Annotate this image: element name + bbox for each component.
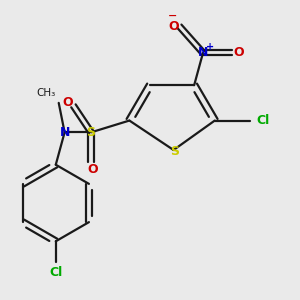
Text: N: N xyxy=(198,46,208,59)
Text: O: O xyxy=(233,46,244,59)
Text: Cl: Cl xyxy=(49,266,62,279)
Text: +: + xyxy=(206,42,214,52)
Text: S: S xyxy=(87,126,96,139)
Text: O: O xyxy=(87,163,98,176)
Text: N: N xyxy=(59,126,70,139)
Text: O: O xyxy=(168,20,179,33)
Text: CH₃: CH₃ xyxy=(37,88,56,98)
Text: Cl: Cl xyxy=(256,114,269,127)
Text: O: O xyxy=(62,96,73,110)
Text: −: − xyxy=(167,11,177,21)
Text: S: S xyxy=(170,145,179,158)
